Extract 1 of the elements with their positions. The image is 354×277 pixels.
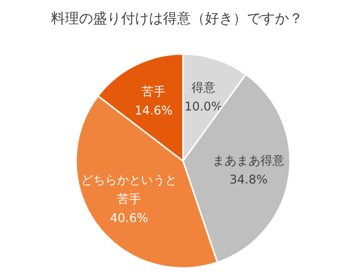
title: 料理の盛り付けは得意（好き）ですか？ bbox=[51, 10, 303, 27]
